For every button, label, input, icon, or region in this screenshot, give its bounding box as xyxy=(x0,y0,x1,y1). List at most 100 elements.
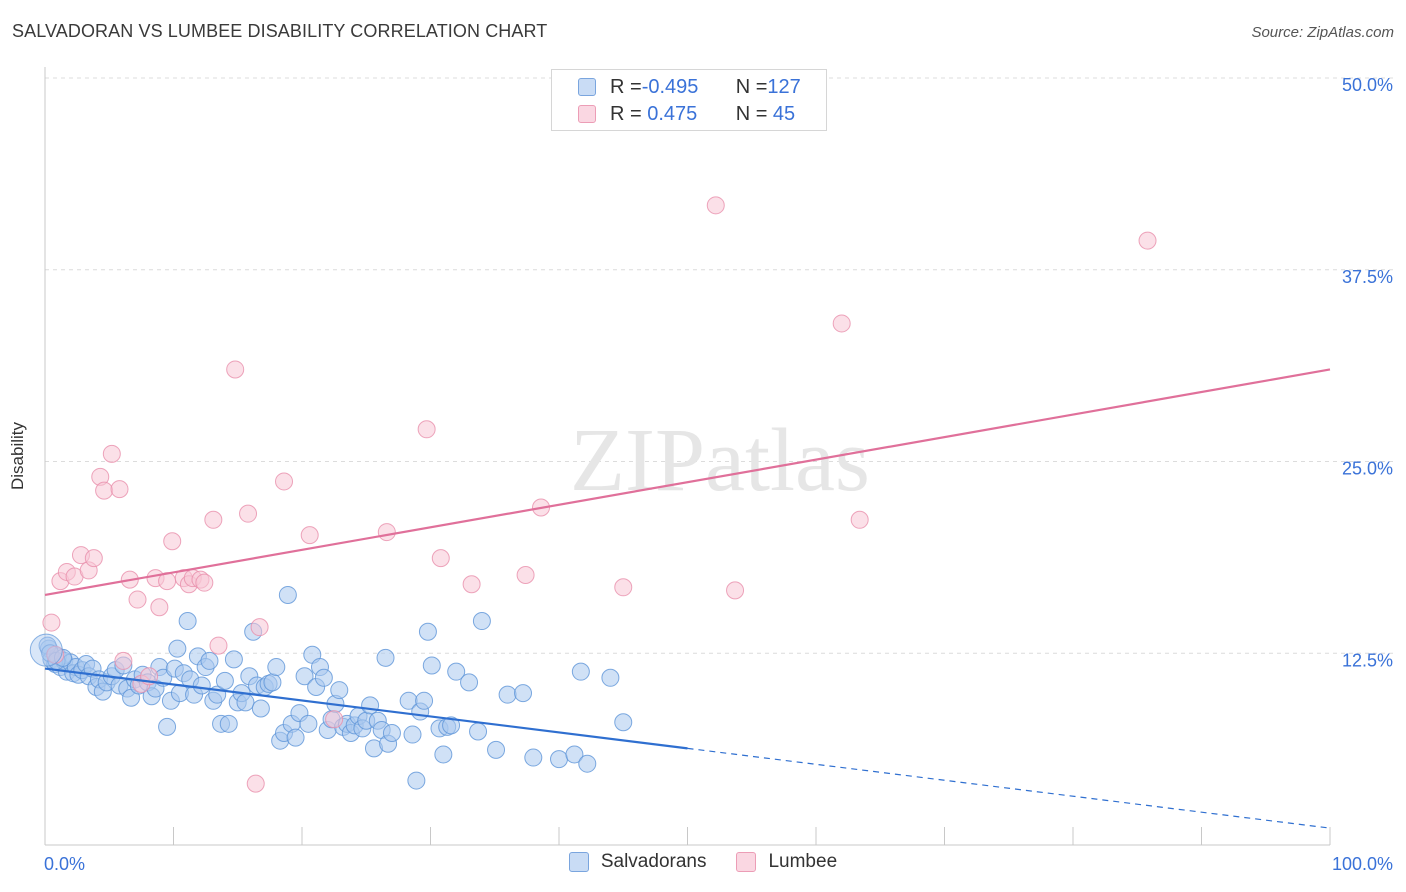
tick-labels: 12.5% 25.0% 37.5% 50.0% 0.0% 100.0% xyxy=(44,75,1393,874)
legend-row-lumbee: R = 0.475 N = 45 xyxy=(578,102,795,126)
lumbee-point xyxy=(150,598,169,617)
legend-swatch-lumbee xyxy=(736,852,757,872)
legend-item-salvadorans: Salvadorans xyxy=(568,851,707,873)
salvadoran-point xyxy=(314,668,333,687)
legend-item-lumbee: Lumbee xyxy=(736,851,837,873)
lumbee-point xyxy=(250,618,269,637)
lumbee-point xyxy=(417,420,436,439)
lumbee-point xyxy=(42,613,61,632)
y-tick-label: 37.5% xyxy=(1342,267,1393,287)
lumbee-point xyxy=(102,444,121,463)
salvadoran-point xyxy=(447,662,466,681)
salvadoran-point xyxy=(200,651,219,670)
y-tick-label: 50.0% xyxy=(1342,75,1393,95)
lumbee-point xyxy=(209,636,228,655)
lumbee-point xyxy=(163,532,182,551)
source-label: Source: ZipAtlas.com xyxy=(1251,24,1394,41)
legend-swatch-salvadorans xyxy=(568,852,589,872)
salvadoran-point xyxy=(267,658,286,677)
lumbee-point xyxy=(850,510,869,529)
legend-label-lumbee: Lumbee xyxy=(768,851,838,872)
trend-line-salvadorans xyxy=(44,667,688,750)
salvadoran-cluster-point xyxy=(29,633,63,667)
y-tick-label: 12.5% xyxy=(1342,650,1393,670)
salvadoran-point xyxy=(472,612,491,631)
salvadoran-point xyxy=(578,754,597,773)
legend-row-salvadorans: R = -0.495 N = 127 xyxy=(578,75,801,99)
lumbee-point xyxy=(706,196,725,215)
trend-line-lumbee xyxy=(44,368,1331,597)
lumbee-point xyxy=(246,774,265,793)
salvadoran-point xyxy=(487,740,506,759)
y-axis-label: Disability xyxy=(8,421,27,491)
lumbee-point xyxy=(110,480,129,499)
correlation-legend: R = -0.495 N = 127 R = 0.475 N = 45 xyxy=(551,69,827,131)
lumbee-point xyxy=(516,566,535,585)
legend-label-salvadorans: Salvadorans xyxy=(600,851,707,872)
salvadoran-point xyxy=(251,699,270,718)
salvadoran-point xyxy=(224,650,243,669)
axes xyxy=(44,67,1331,846)
legend-swatch-lumbee xyxy=(578,105,596,123)
salvadoran-point xyxy=(407,771,426,790)
trend-extension-salvadorans xyxy=(687,747,1331,829)
salvadoran-point xyxy=(178,612,197,631)
salvadoran-point xyxy=(382,724,401,743)
lumbee-point xyxy=(195,573,214,592)
lumbee-point xyxy=(114,651,133,670)
x-tick-label: 0.0% xyxy=(44,854,85,874)
chart-title: SALVADORAN VS LUMBEE DISABILITY CORRELAT… xyxy=(12,21,548,41)
r-label: R = xyxy=(610,75,642,98)
salvadoran-point xyxy=(376,648,395,667)
salvadoran-point xyxy=(286,728,305,747)
salvadoran-point xyxy=(158,717,177,736)
lumbee-point xyxy=(275,472,294,491)
salvadoran-point xyxy=(215,671,234,690)
salvadoran-point xyxy=(469,722,488,741)
lumbee-point xyxy=(614,578,633,597)
salvadoran-point xyxy=(236,693,255,712)
lumbee-point xyxy=(726,581,745,600)
lumbee-point xyxy=(325,710,344,729)
salvadoran-point xyxy=(601,668,620,687)
gridlines xyxy=(45,77,1395,654)
salvadoran-point xyxy=(263,673,282,692)
series-salvadorans xyxy=(38,585,633,790)
lumbee-point xyxy=(204,510,223,529)
lumbee-point xyxy=(128,590,147,609)
lumbee-point xyxy=(239,504,258,523)
salvadoran-point xyxy=(403,725,422,744)
lumbee-point xyxy=(84,549,103,568)
r-value: -0.495 xyxy=(641,75,699,98)
n-value: 45 xyxy=(767,102,796,125)
n-value: 127 xyxy=(767,75,801,98)
salvadoran-point xyxy=(299,714,318,733)
lumbee-point xyxy=(1138,231,1157,250)
salvadoran-point xyxy=(295,667,314,686)
lumbee-point xyxy=(226,360,245,379)
n-label: N = xyxy=(735,75,768,98)
r-value: 0.475 xyxy=(641,102,698,125)
salvadoran-point xyxy=(418,622,437,641)
salvadoran-point xyxy=(571,662,590,681)
salvadoran-point xyxy=(422,656,441,675)
salvadoran-point xyxy=(460,673,479,692)
salvadoran-point xyxy=(514,684,533,703)
salvadoran-point xyxy=(614,713,633,732)
salvadoran-point xyxy=(192,676,211,695)
lumbee-point xyxy=(431,549,450,568)
salvadoran-point xyxy=(168,639,187,658)
salvadoran-point xyxy=(361,696,380,715)
salvadoran-point xyxy=(565,745,584,764)
legend-swatch-salvadorans xyxy=(578,78,596,96)
salvadoran-point xyxy=(330,681,349,700)
y-tick-label: 25.0% xyxy=(1342,459,1393,479)
lumbee-point xyxy=(300,526,319,545)
trend-lines xyxy=(44,368,1331,829)
lumbee-point xyxy=(462,575,481,594)
n-label: N = xyxy=(735,102,768,125)
salvadoran-point xyxy=(434,745,453,764)
lumbee-point xyxy=(377,523,396,542)
salvadoran-point xyxy=(498,685,517,704)
lumbee-point xyxy=(95,481,114,500)
